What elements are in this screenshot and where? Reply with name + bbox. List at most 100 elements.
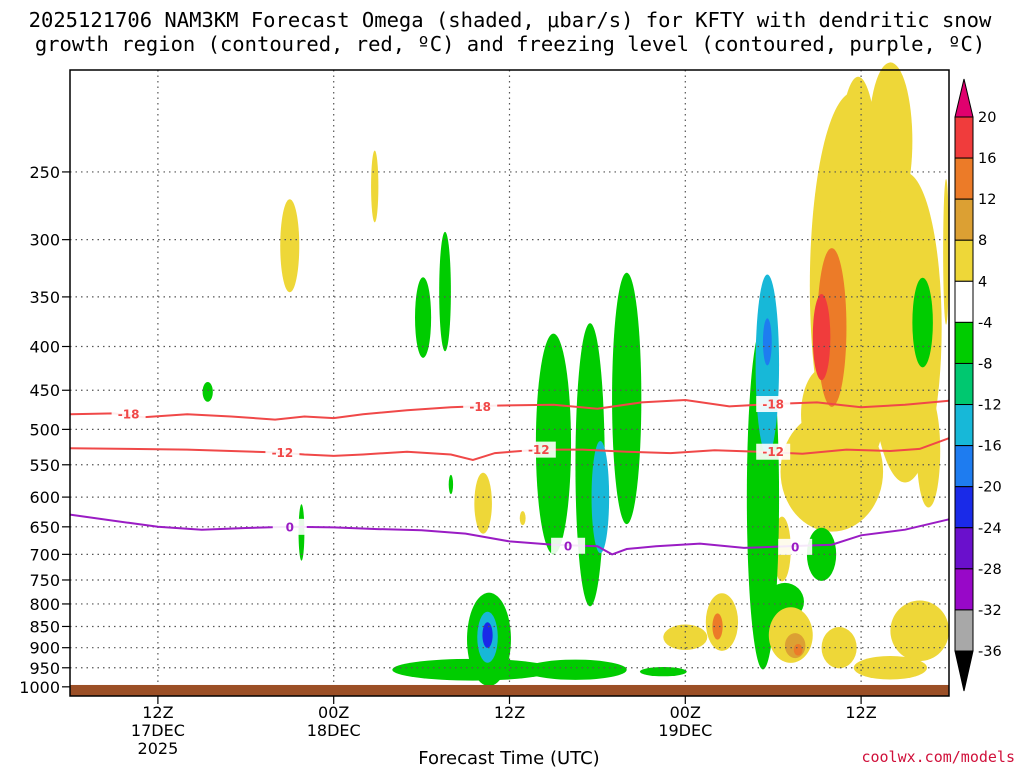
colorbar-segment-11 (954, 568, 974, 611)
x-tick-label-4: 12Z (845, 703, 876, 722)
x-tick-label-1: 00Z (318, 703, 349, 722)
omega-negative-area-18 (415, 277, 432, 358)
omega-negative-area-2 (448, 474, 454, 495)
y-tick-label-400: 400 (29, 338, 60, 357)
colorbar-label-4: 4 (978, 274, 987, 290)
y-tick-label-950: 950 (29, 659, 60, 678)
freezing-level-label-2: 0 (791, 540, 799, 554)
colorbar-label-12: -32 (978, 603, 1002, 619)
dgz-top-label-bg-0 (111, 406, 146, 423)
colorbar-label-0: 20 (978, 110, 996, 126)
x-tick-label-3: 00Z (670, 703, 701, 722)
omega-negative-area-33 (806, 527, 837, 581)
freezing-level-label-0: 0 (286, 520, 294, 534)
dgz-top-label-0: -18 (118, 408, 140, 422)
y-tick-label-300: 300 (29, 231, 60, 250)
freezing-level-label-bg-0 (272, 518, 307, 535)
omega-positive-area-15 (943, 179, 949, 325)
colorbar-segment-6 (954, 362, 974, 406)
colorbar-label-1: 16 (978, 151, 996, 167)
omega-negative-area-23 (524, 659, 627, 680)
dgz-bottom-label-bg-2 (756, 443, 791, 460)
dgz-top-label-bg-2 (756, 396, 791, 413)
plot-area: -18 -18 -18 -12 -12 -12 0 0 0 (69, 62, 950, 697)
omega-negative-area-19 (439, 231, 451, 352)
y-tick-label-900: 900 (29, 639, 60, 658)
colorbar-segment-4 (954, 280, 974, 323)
y-tick-label-600: 600 (29, 488, 60, 507)
y-tick-label-700: 700 (29, 545, 60, 564)
plot-background (70, 70, 949, 696)
omega-positive-area-0 (280, 199, 300, 293)
terrain-band (70, 684, 949, 696)
y-tick-label-550: 550 (29, 456, 60, 475)
colorbar-label-6: -8 (978, 356, 992, 372)
omega-negative-area-16 (202, 382, 213, 402)
omega-negative-area-27 (639, 667, 687, 677)
y-tick-label-1000: 1000 (19, 678, 60, 697)
x-axis-label: Forecast Time (UTC) (418, 748, 599, 768)
colorbar-label-5: -4 (978, 315, 992, 331)
y-tick-label-850: 850 (29, 617, 60, 636)
colorbar-segment-5 (954, 321, 974, 364)
site-credit: coolwx.com/models (861, 748, 1015, 766)
freezing-level-label-bg-1 (551, 537, 586, 554)
x-tick-date-1: 18DEC (307, 721, 361, 740)
omega-negative-area-47 (482, 622, 493, 648)
omega-negative-area-46 (762, 318, 772, 366)
colorbar-top-arrow (954, 78, 974, 118)
omega-positive-area-7 (821, 627, 857, 669)
freezing-level-contour: 0 0 0 (69, 513, 950, 556)
colorbar-segment-1 (954, 157, 974, 200)
colorbar-label-10: -24 (978, 521, 1002, 537)
omega-positive-area-42 (712, 613, 723, 640)
dgz-bottom-contour: -12 -12 -12 (69, 437, 950, 462)
colorbar-label-9: -20 (978, 480, 1002, 496)
chart-title-line2: growth region (contoured, red, ºC) and f… (35, 32, 985, 56)
omega-positive-area-44 (793, 644, 803, 656)
dgz-top-contour: -18 -18 -18 (69, 396, 950, 423)
colorbar-label-11: -28 (978, 562, 1002, 578)
colorbar-segment-12 (954, 609, 974, 652)
chart-title-line1: 2025121706 NAM3KM Forecast Omega (shaded… (29, 8, 992, 32)
dgz-bottom-label-2: -12 (762, 445, 784, 459)
freezing-level-label-1: 0 (564, 539, 572, 553)
colorbar-label-7: -12 (978, 398, 1002, 414)
dgz-bottom-label-bg-1 (521, 441, 556, 458)
omega-negative-area-34 (912, 277, 933, 368)
omega-positive-area-14 (916, 394, 941, 508)
y-tick-label-750: 750 (29, 571, 60, 590)
x-tick-label-0: 12Z (142, 703, 173, 722)
colorbar-segment-3 (954, 239, 974, 282)
omega-positive-area-20 (474, 472, 492, 534)
x-tick-date-3: 19DEC (658, 721, 712, 740)
omega-negative-area-40 (591, 440, 610, 554)
omega-positive-area-8 (890, 600, 949, 662)
colorbar-segment-7 (954, 404, 974, 447)
dgz-bottom-label-1: -12 (528, 443, 550, 457)
dgz-top-label-2: -18 (762, 398, 784, 412)
colorbar-label-13: -36 (978, 644, 1002, 660)
y-tick-label-800: 800 (29, 595, 60, 614)
colorbar-legend: 20 16 12 8 4 -4 -8 -12 -16 -20 -24 -28 -32 -36 (954, 78, 1002, 692)
omega-positive-area-45 (812, 294, 831, 381)
dgz-top-label-bg-1 (463, 398, 498, 415)
y-tick-label-450: 450 (29, 381, 60, 400)
y-axis: 250 300 350 400 450 500 550 600 650 700 750 800 850 9… (19, 163, 70, 697)
colorbar-segment-2 (954, 198, 974, 241)
y-tick-label-650: 650 (29, 518, 60, 537)
omega-positive-area-36 (836, 76, 881, 325)
colorbar-segment-8 (954, 445, 974, 488)
dgz-bottom-line (69, 437, 950, 462)
omega-negative-area-26 (612, 272, 642, 525)
omega-negative-area-22 (392, 658, 554, 681)
x-tick-year-0: 2025 (138, 739, 179, 758)
omega-positive-area-3 (519, 511, 526, 526)
x-tick-label-2: 12Z (494, 703, 525, 722)
y-tick-label-250: 250 (29, 163, 60, 182)
colorbar-label-8: -16 (978, 439, 1002, 455)
colorbar-segment-9 (954, 486, 974, 529)
omega-positive-area-1 (371, 150, 379, 223)
colorbar-label-2: 12 (978, 192, 996, 208)
